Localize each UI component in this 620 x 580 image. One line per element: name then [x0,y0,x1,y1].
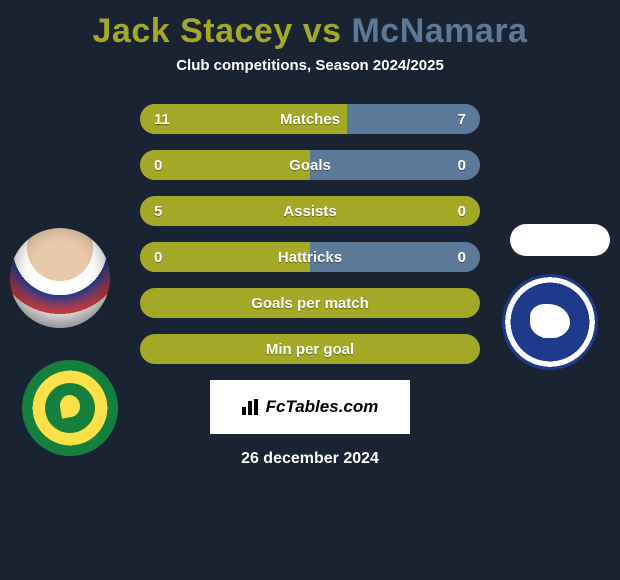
player2-avatar [510,224,610,256]
brand-footer: FcTables.com [210,380,410,434]
stat-value-left: 11 [154,111,170,128]
canary-icon [45,383,95,433]
player1-name: Jack Stacey [93,12,293,50]
club2-year: 1885 [526,333,574,340]
lion-icon: 1885 [526,302,574,342]
stat-label: Min per goal [266,341,354,358]
bar-chart-icon [242,399,262,415]
player2-name: McNamara [351,12,527,50]
comparison-title: Jack Stacey vs McNamara [0,0,620,51]
stat-label: Assists [283,203,336,220]
club1-badge [22,360,118,456]
stat-row-goals: 0 0 Goals [140,150,480,180]
stat-row-hattricks: 0 0 Hattricks [140,242,480,272]
stat-value-left: 0 [154,249,162,266]
stat-bars: 11 7 Matches 0 0 Goals 5 0 Assists 0 0 Hattricks Goa… [140,104,480,364]
stat-value-right: 7 [458,111,466,128]
stat-label: Matches [280,111,340,128]
player1-avatar [10,228,110,328]
stat-row-goals-per-match: Goals per match [140,288,480,318]
comparison-content: 1885 11 7 Matches 0 0 Goals 5 0 Assists 0 0 Hattric… [0,104,620,468]
season-subtitle: Club competitions, Season 2024/2025 [0,57,620,74]
brand-text: FcTables.com [266,397,379,417]
stat-row-min-per-goal: Min per goal [140,334,480,364]
stat-value-right: 0 [458,249,466,266]
club2-badge: 1885 [502,274,598,370]
stat-row-assists: 5 0 Assists [140,196,480,226]
stat-label: Goals per match [251,295,369,312]
snapshot-date: 26 december 2024 [0,450,620,468]
stat-value-right: 0 [458,203,466,220]
stat-label: Hattricks [278,249,342,266]
stat-label: Goals [289,157,331,174]
stat-value-left: 5 [154,203,162,220]
stat-value-right: 0 [458,157,466,174]
stat-value-left: 0 [154,157,162,174]
vs-text: vs [303,12,342,50]
stat-row-matches: 11 7 Matches [140,104,480,134]
stat-fill-left [140,150,310,180]
